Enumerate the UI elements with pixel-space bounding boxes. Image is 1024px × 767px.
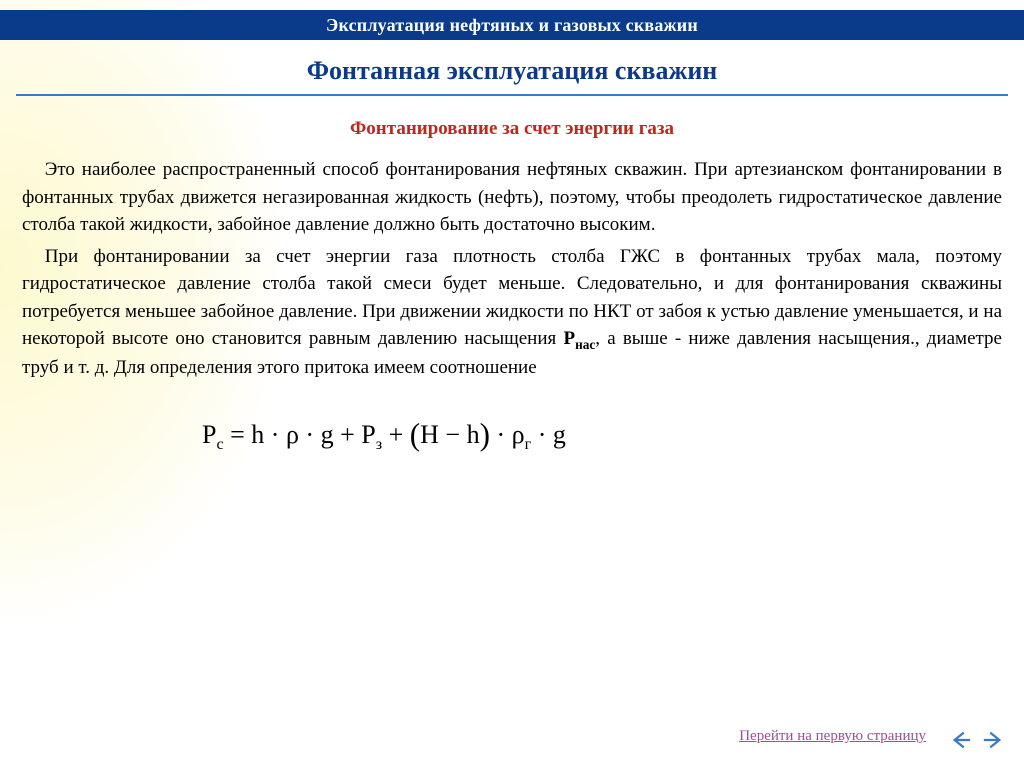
f-pc-sub: с — [216, 436, 223, 453]
next-slide-button[interactable] — [980, 727, 1006, 753]
slide-page: Эксплуатация нефтяных и газовых скважин … — [0, 0, 1024, 767]
subtitle-container: Фонтанная эксплуатация скважин — [16, 56, 1008, 96]
f-lparen: ( — [410, 417, 420, 452]
f-eq1: = h · ρ · g + P — [224, 420, 376, 449]
f-mid: H − h — [420, 420, 479, 449]
body-text-area: Это наиболее распространенный способ фон… — [22, 156, 1002, 456]
paragraph-2: При фонтанировании за счет энергии газа … — [22, 243, 1002, 382]
p-nas-symbol: Рнас — [563, 328, 595, 349]
nav-arrows — [948, 727, 1006, 753]
p-nas-sub: нас — [575, 337, 595, 352]
formula: Pс = h · ρ · g + Pз + (H − h) · ρг · g — [22, 410, 1002, 457]
section-heading-container: Фонтанирование за счет энергии газа — [0, 118, 1024, 140]
p-nas-letter: Р — [563, 328, 575, 349]
prev-slide-button[interactable] — [948, 727, 974, 753]
header-bar: Эксплуатация нефтяных и газовых скважин — [0, 10, 1024, 40]
header-title: Эксплуатация нефтяных и газовых скважин — [326, 15, 698, 36]
f-tail: · g — [531, 420, 566, 449]
f-pc: P — [202, 420, 216, 449]
f-rho: · ρ — [490, 420, 525, 449]
arrow-left-icon — [950, 729, 972, 751]
f-plus: + — [382, 420, 410, 449]
first-page-link[interactable]: Перейти на первую страницу — [739, 728, 926, 745]
arrow-right-icon — [982, 729, 1004, 751]
page-subtitle: Фонтанная эксплуатация скважин — [307, 56, 718, 85]
paragraph-1: Это наиболее распространенный способ фон… — [22, 156, 1002, 239]
f-rparen: ) — [480, 417, 490, 452]
section-heading: Фонтанирование за счет энергии газа — [350, 118, 674, 139]
